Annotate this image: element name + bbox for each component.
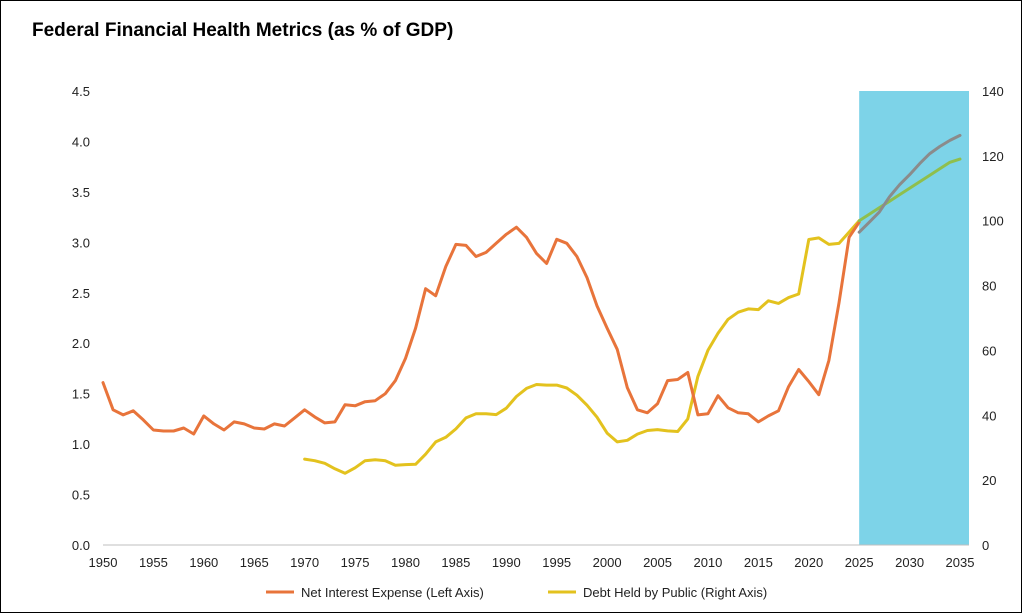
y2-tick-label: 20: [982, 473, 996, 488]
x-tick-label: 2030: [895, 555, 924, 570]
x-tick-label: 1980: [391, 555, 420, 570]
y-tick-label: 0.5: [72, 488, 90, 503]
projection-region: [859, 91, 969, 545]
x-tick-label: 1970: [290, 555, 319, 570]
x-tick-label: 1955: [139, 555, 168, 570]
x-tick-label: 1975: [341, 555, 370, 570]
y2-tick-label: 100: [982, 214, 1004, 229]
y-tick-label: 3.5: [72, 185, 90, 200]
x-tick-label: 2035: [946, 555, 975, 570]
y2-tick-label: 40: [982, 408, 996, 423]
legend-label: Net Interest Expense (Left Axis): [301, 585, 484, 600]
x-tick-label: 1965: [240, 555, 269, 570]
y-tick-label: 1.0: [72, 437, 90, 452]
y2-tick-label: 80: [982, 279, 996, 294]
series-line-1: [303, 219, 861, 475]
x-tick-label: 2005: [643, 555, 672, 570]
x-tick-label: 2025: [845, 555, 874, 570]
x-tick-label: 2020: [794, 555, 823, 570]
x-tick-label: 1950: [89, 555, 118, 570]
series-line-0: [101, 220, 861, 436]
y-tick-label: 2.0: [72, 336, 90, 351]
y2-tick-label: 120: [982, 149, 1004, 164]
y-tick-label: 0.0: [72, 538, 90, 553]
x-tick-label: 2010: [693, 555, 722, 570]
x-tick-label: 1995: [542, 555, 571, 570]
x-tick-label: 1990: [492, 555, 521, 570]
y-tick-label: 4.5: [72, 84, 90, 99]
y-tick-label: 4.0: [72, 134, 90, 149]
series-line-2: [857, 133, 962, 234]
legend-label: Debt Held by Public (Right Axis): [583, 585, 767, 600]
x-tick-label: 1985: [441, 555, 470, 570]
y-tick-label: 3.0: [72, 235, 90, 250]
y2-tick-label: 60: [982, 343, 996, 358]
x-tick-label: 2015: [744, 555, 773, 570]
y-tick-label: 2.5: [72, 286, 90, 301]
x-tick-label: 1960: [189, 555, 218, 570]
y-tick-label: 1.5: [72, 387, 90, 402]
y2-tick-label: 0: [982, 538, 989, 553]
x-tick-label: 2000: [593, 555, 622, 570]
y2-tick-label: 140: [982, 84, 1004, 99]
series-line-3: [857, 157, 962, 223]
chart-title: Federal Financial Health Metrics (as % o…: [32, 20, 454, 41]
